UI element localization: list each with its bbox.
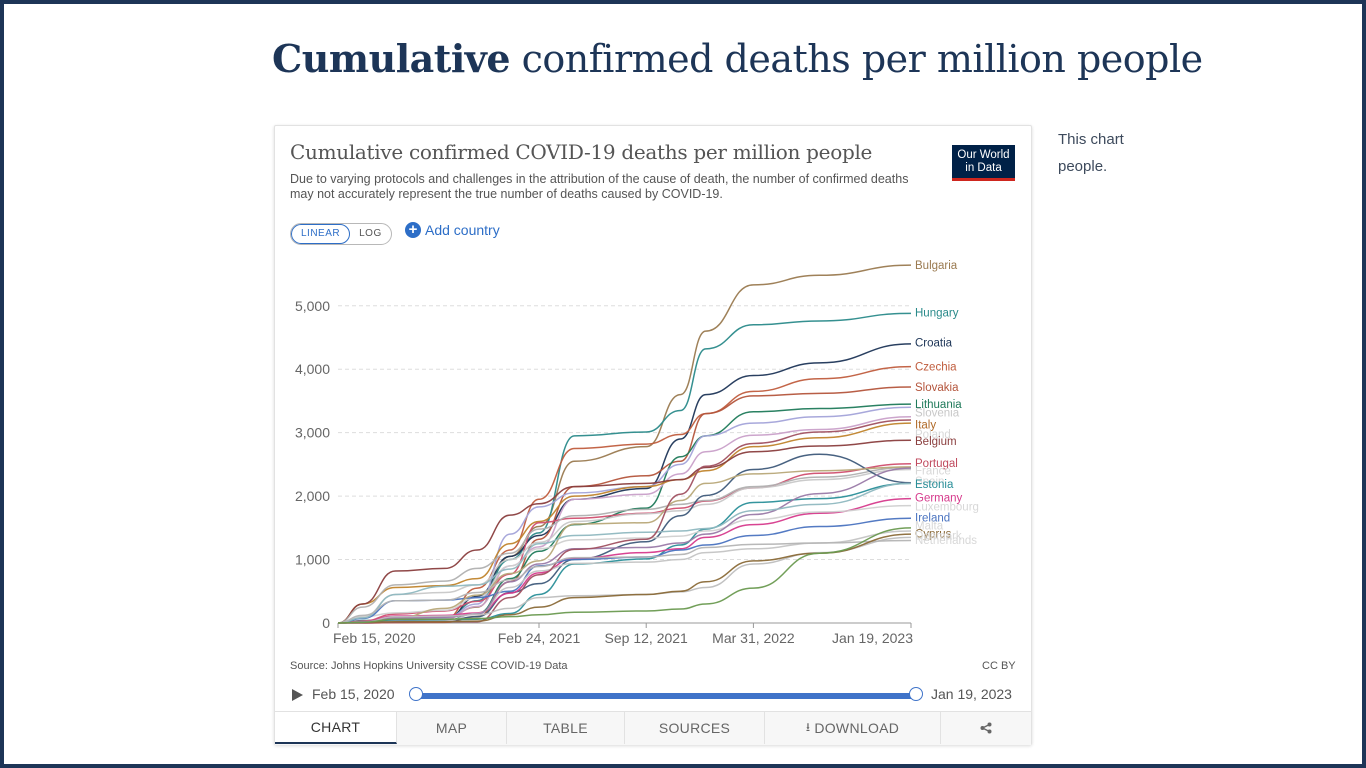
series-line-spain — [337, 466, 912, 624]
owid-logo[interactable]: Our World in Data — [952, 145, 1015, 181]
logo-line-2: in Data — [965, 161, 1002, 174]
timeline: Feb 15, 2020 Jan 19, 2023 — [290, 684, 1020, 706]
x-tick-label: Feb 15, 2020 — [333, 630, 416, 646]
series-line-denmark — [337, 536, 912, 624]
series-label-czechia: Czechia — [915, 362, 957, 374]
page-title: Cumulative confirmed deaths per million … — [272, 36, 1203, 81]
timeline-end-handle[interactable] — [909, 687, 923, 701]
series-label-italy: Italy — [915, 419, 936, 431]
line-chart: 0 1,000 2,000 3,000 4,000 5,000 Feb 15, 2020 Fe… — [295, 260, 979, 646]
x-tick-label: Feb 24, 2021 — [498, 630, 581, 646]
tab-table[interactable]: TABLE — [507, 712, 625, 744]
add-country-label: Add country — [425, 222, 500, 238]
linear-scale-button[interactable]: LINEAR — [291, 224, 351, 244]
series-label-croatia: Croatia — [915, 338, 953, 350]
y-tick-label: 4,000 — [295, 361, 330, 377]
series-label-germany: Germany — [915, 492, 963, 504]
series-line-hungary — [337, 312, 912, 624]
x-tick-label: Mar 31, 2022 — [712, 630, 795, 646]
series-line-finland — [337, 527, 912, 624]
page-title-bold: Cumulative — [272, 36, 511, 81]
timeline-end-label: Jan 19, 2023 — [931, 686, 1012, 702]
logo-line-1: Our World — [957, 149, 1010, 161]
series-line-france — [337, 468, 912, 624]
tab-map[interactable]: MAP — [397, 712, 507, 744]
chart-card: Cumulative confirmed COVID-19 deaths per… — [274, 125, 1032, 745]
tab-download-label: DOWNLOAD — [814, 720, 900, 736]
source-note: Source: Johns Hopkins University CSSE CO… — [290, 660, 568, 672]
tab-download[interactable]: ⭳ DOWNLOAD — [765, 712, 941, 744]
series-line-netherlands — [337, 539, 912, 624]
tab-bar: CHART MAP TABLE SOURCES ⭳ DOWNLOAD — [275, 711, 1031, 745]
series-line-italy — [337, 422, 912, 624]
download-icon: ⭳ — [805, 719, 811, 734]
series-label-portugal: Portugal — [915, 458, 958, 470]
series-label-denmark: Denmark — [915, 530, 962, 542]
series-line-poland — [337, 416, 912, 624]
chart-title: Cumulative confirmed COVID-19 deaths per… — [290, 140, 873, 164]
tab-chart[interactable]: CHART — [275, 712, 397, 744]
series-label-spain: Spain — [915, 476, 944, 488]
share-icon — [980, 722, 992, 734]
chart-subtitle: Due to varying protocols and challenges … — [290, 172, 909, 201]
plus-circle-icon: + — [405, 222, 421, 238]
series-label-slovenia: Slovenia — [915, 407, 960, 419]
series-label-belgium: Belgium — [915, 436, 957, 448]
series-line-luxembourg — [337, 504, 912, 624]
y-tick-label: 1,000 — [295, 552, 330, 568]
y-tick-label: 5,000 — [295, 298, 330, 314]
license-link[interactable]: CC BY — [982, 660, 1016, 672]
series-label-slovakia: Slovakia — [915, 382, 959, 394]
tab-sources[interactable]: SOURCES — [625, 712, 765, 744]
series-label-luxembourg: Luxembourg — [915, 501, 979, 513]
page-title-rest: confirmed deaths per million people — [510, 37, 1204, 81]
play-icon[interactable] — [292, 689, 303, 701]
series-line-germany — [337, 497, 912, 624]
y-tick-label: 2,000 — [295, 488, 330, 504]
series-label-netherlands: Netherlands — [915, 535, 977, 547]
series-label-malta: Malta — [915, 520, 944, 532]
series-line-belgium — [337, 439, 912, 624]
tab-share[interactable] — [941, 712, 1031, 744]
add-country-button[interactable]: + Add country — [405, 222, 500, 238]
series-label-ireland: Ireland — [915, 513, 950, 525]
timeline-start-label: Feb 15, 2020 — [312, 686, 395, 702]
x-tick-label: Jan 19, 2023 — [832, 630, 913, 646]
series-label-france: France — [915, 466, 951, 478]
series-label-bulgaria: Bulgaria — [915, 260, 958, 272]
series-label-estonia: Estonia — [915, 479, 954, 491]
timeline-track[interactable] — [416, 693, 916, 699]
timeline-start-handle[interactable] — [409, 687, 423, 701]
series-line-cyprus — [337, 533, 912, 624]
side-description: This chart people. — [1058, 131, 1124, 175]
series-label-hungary: Hungary — [915, 308, 959, 320]
series-line-austria — [337, 467, 912, 624]
series-label-poland: Poland — [915, 429, 951, 441]
scale-toggle: LINEAR LOG — [290, 223, 392, 245]
series-label-lithuania: Lithuania — [915, 399, 962, 411]
series-line-ireland — [337, 517, 912, 624]
log-scale-button[interactable]: LOG — [359, 228, 382, 239]
series-label-cyprus: Cyprus — [915, 529, 952, 541]
x-tick-label: Sep 12, 2021 — [605, 630, 689, 646]
series-line-slovakia — [338, 386, 912, 624]
y-tick-label: 3,000 — [295, 425, 330, 441]
series-line-sweden — [337, 482, 912, 624]
y-tick-label: 0 — [322, 615, 330, 631]
